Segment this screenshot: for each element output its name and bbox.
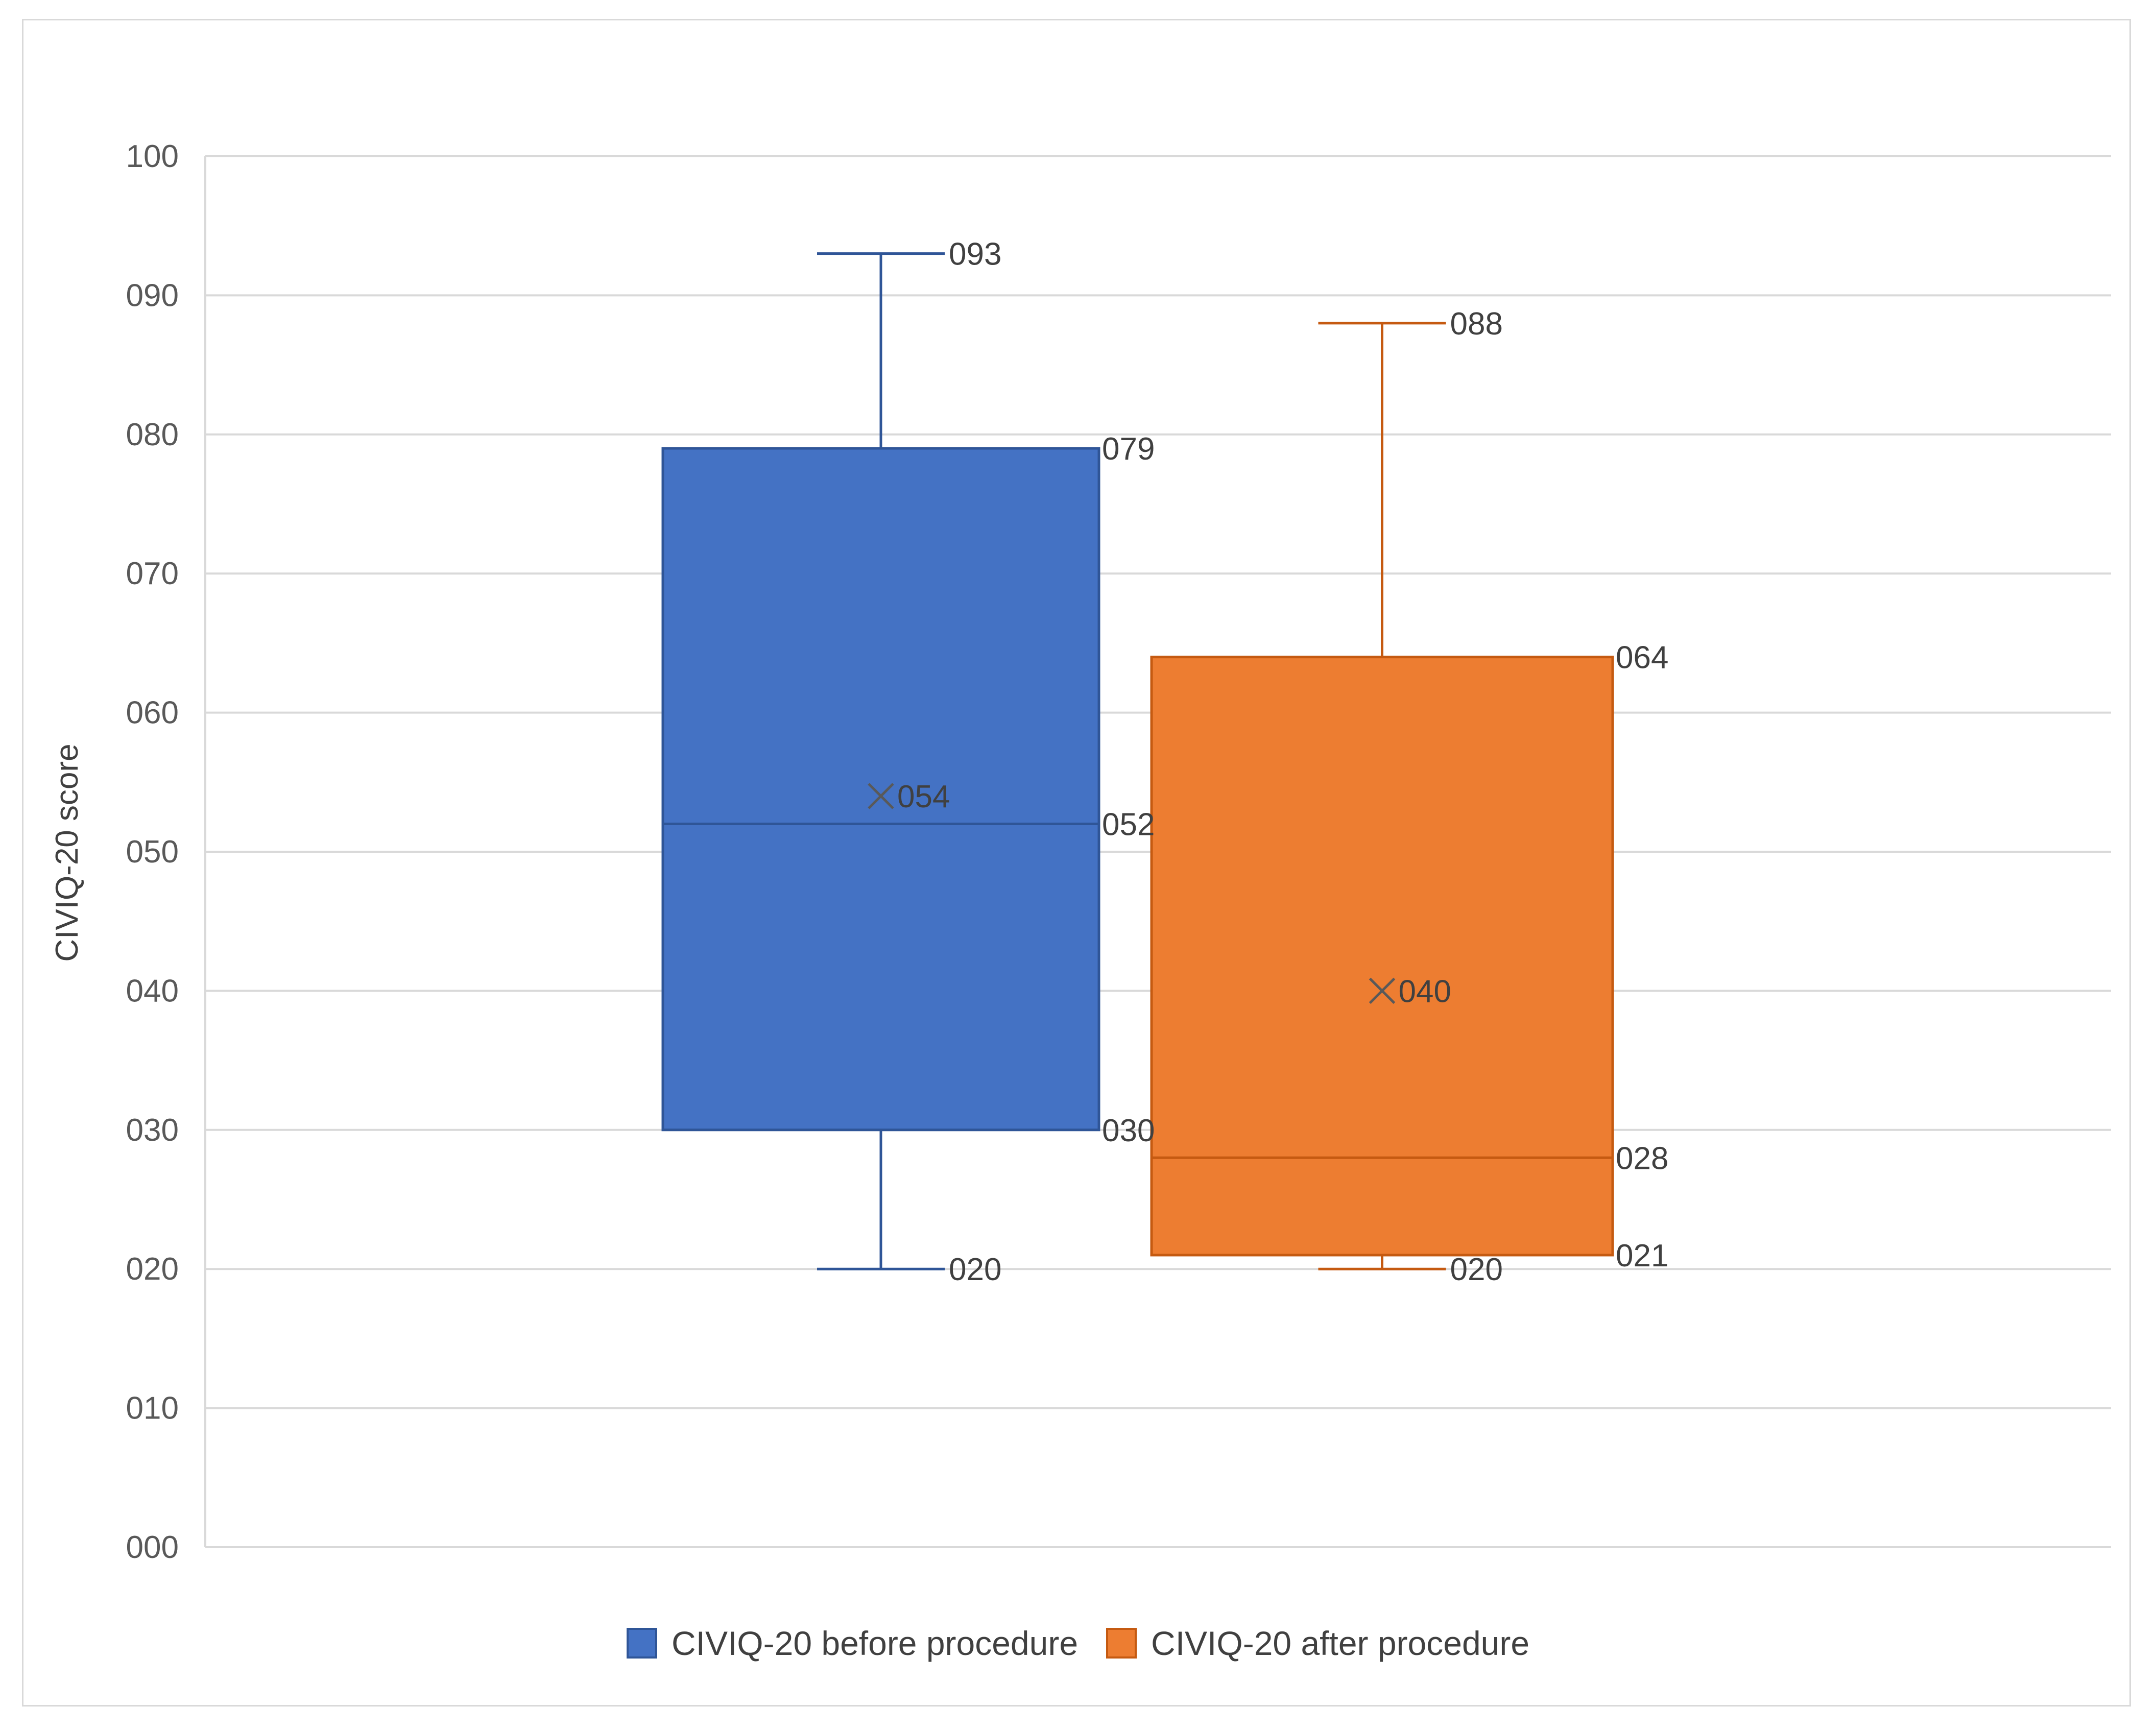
y-axis-title: CIVIQ-20 score xyxy=(50,743,85,962)
data-label-q3-after: 064 xyxy=(1616,640,1668,676)
y-tick-label-0: 000 xyxy=(126,1530,179,1565)
y-tick-label-7: 070 xyxy=(126,556,179,591)
data-label-median-after: 028 xyxy=(1616,1141,1668,1176)
legend: CIVIQ-20 before procedure CIVIQ-20 after… xyxy=(0,1624,2156,1663)
box-after xyxy=(1150,656,1614,1257)
data-labels: 093 079 054 052 030 020 088 064 040 028 021 020 xyxy=(897,237,1668,1288)
data-label-min-before: 020 xyxy=(949,1252,1001,1287)
data-label-mean-after: 040 xyxy=(1399,974,1451,1009)
y-tick-label-9: 090 xyxy=(126,278,179,313)
legend-swatch-after xyxy=(1106,1628,1137,1659)
boxes xyxy=(661,252,1614,1270)
legend-label-before: CIVIQ-20 before procedure xyxy=(671,1624,1079,1662)
box-before xyxy=(661,447,1100,1132)
y-tick-label-4: 040 xyxy=(126,973,179,1008)
legend-swatch-before xyxy=(626,1628,657,1659)
data-label-q3-before: 079 xyxy=(1102,431,1155,467)
data-label-min-after: 020 xyxy=(1450,1252,1503,1287)
y-tick-label-1: 010 xyxy=(126,1391,179,1426)
data-label-max-before: 093 xyxy=(949,237,1001,272)
mean-marker-after xyxy=(1369,977,1396,1004)
y-tick-label-3: 030 xyxy=(126,1113,179,1148)
y-axis: 000 010 020 030 040 050 060 070 080 090 100 xyxy=(126,139,206,1565)
legend-item-before: CIVIQ-20 before procedure xyxy=(626,1624,1079,1663)
y-tick-label-10: 100 xyxy=(126,139,179,174)
mean-marker-before xyxy=(868,783,894,809)
legend-label-after: CIVIQ-20 after procedure xyxy=(1151,1624,1530,1662)
data-label-mean-before: 054 xyxy=(897,779,950,814)
data-label-q1-after: 021 xyxy=(1616,1238,1668,1274)
legend-item-after: CIVIQ-20 after procedure xyxy=(1106,1624,1529,1663)
gridlines xyxy=(205,155,2111,1548)
y-tick-label-6: 060 xyxy=(126,695,179,731)
data-label-median-before: 052 xyxy=(1102,807,1155,843)
y-tick-label-2: 020 xyxy=(126,1252,179,1287)
data-label-max-after: 088 xyxy=(1450,306,1503,342)
y-tick-label-8: 080 xyxy=(126,417,179,452)
y-tick-label-5: 050 xyxy=(126,834,179,870)
data-label-q1-before: 030 xyxy=(1102,1113,1155,1148)
